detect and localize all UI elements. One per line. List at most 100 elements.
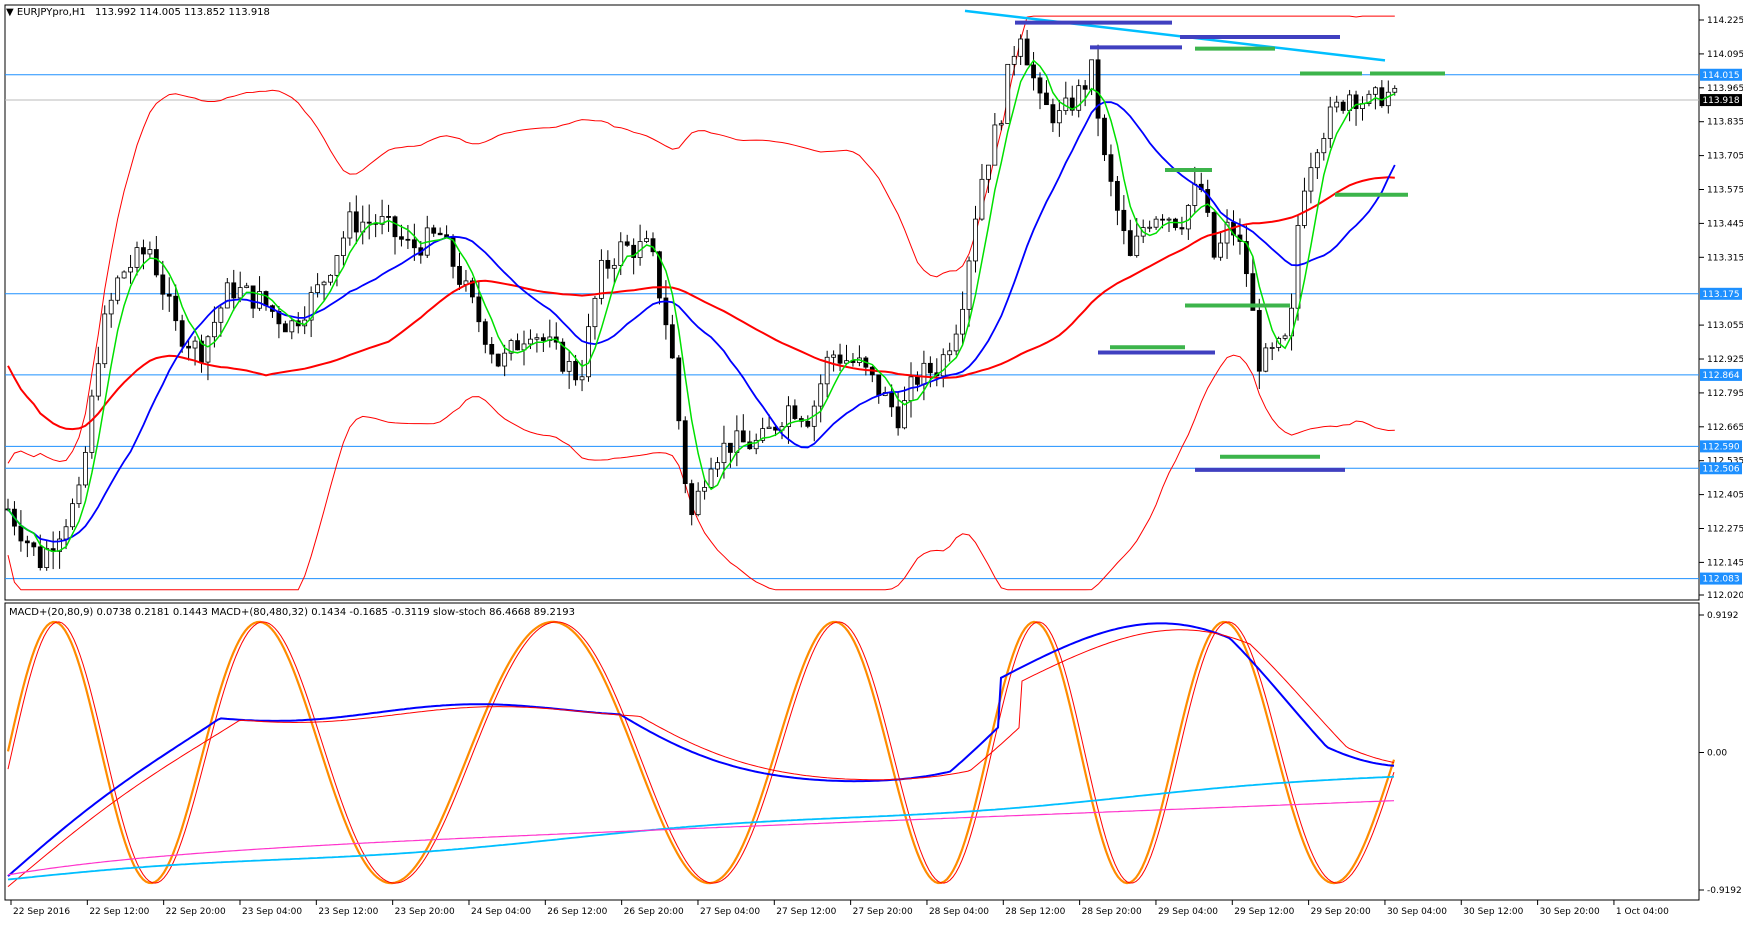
- candle-body: [224, 282, 230, 309]
- candle-body: [147, 249, 153, 255]
- candle-body: [1282, 335, 1288, 339]
- candle-body: [895, 406, 901, 429]
- candle-body: [1095, 59, 1101, 119]
- candle-body: [921, 362, 927, 385]
- candle-body: [121, 271, 127, 279]
- candle-body: [1160, 218, 1165, 221]
- candle-body: [211, 321, 217, 338]
- support-resistance-marks[interactable]: [964, 9, 1445, 472]
- price-axis-label: 112.925: [1707, 355, 1743, 365]
- candle-body: [1379, 87, 1385, 107]
- candle-body: [70, 503, 75, 528]
- candle-body: [824, 356, 830, 385]
- price-axis-label: 113.445: [1707, 219, 1743, 229]
- candle-body: [1250, 273, 1256, 311]
- time-axis-label: 22 Sep 12:00: [89, 907, 149, 917]
- candle-body: [579, 376, 585, 381]
- candle-body: [1127, 230, 1133, 256]
- candle-body: [1302, 190, 1307, 226]
- candle-body: [431, 227, 437, 234]
- candle-body: [502, 352, 508, 367]
- ohlc-values: 113.992 114.005 113.852 113.918: [94, 7, 270, 18]
- indicator-axis-label: 0.00: [1707, 749, 1727, 759]
- candle-body: [44, 548, 50, 569]
- candle-body: [411, 239, 417, 249]
- candle-body: [1192, 183, 1198, 206]
- candle-body: [392, 216, 398, 238]
- candle-body: [457, 265, 462, 285]
- time-axis-label: 30 Sep 20:00: [1540, 907, 1600, 917]
- ma-mid-line: [7, 101, 1396, 543]
- price-axis-label: 112.795: [1707, 389, 1743, 399]
- candle-body: [1011, 55, 1017, 65]
- candle-body: [915, 376, 920, 385]
- moving-averages: [7, 59, 1396, 553]
- candle-body: [508, 340, 514, 354]
- candle-body: [676, 357, 682, 422]
- chart-menu-marker[interactable]: ▼: [6, 7, 14, 18]
- price-tag-bg: [1700, 287, 1742, 300]
- candle-body: [1347, 94, 1352, 111]
- candle-body: [257, 291, 262, 309]
- candle-body: [1147, 226, 1153, 229]
- candle-body: [605, 259, 611, 269]
- price-axis-label: 113.965: [1707, 84, 1743, 94]
- candle-body: [644, 238, 649, 242]
- price-tag-bg: [1700, 462, 1742, 475]
- candle-body: [1308, 167, 1314, 192]
- candle-body: [340, 237, 346, 256]
- candle-body: [515, 340, 520, 351]
- candle-body: [721, 442, 727, 464]
- candle-body: [902, 400, 907, 429]
- candle-body: [1056, 110, 1062, 124]
- candle-body: [134, 247, 140, 268]
- candle-body: [63, 526, 69, 540]
- time-axis-label: 28 Sep 12:00: [1005, 907, 1065, 917]
- candle-body: [1373, 87, 1378, 95]
- price-axis-label: 114.225: [1707, 16, 1743, 26]
- candle-body: [1263, 347, 1269, 372]
- candle-body: [689, 483, 695, 516]
- candle-body: [141, 247, 146, 255]
- candle-body: [747, 441, 753, 450]
- candle-body: [734, 430, 740, 453]
- candle-body: [573, 361, 578, 381]
- candle-body: [1244, 241, 1249, 275]
- candle-body: [495, 353, 501, 367]
- time-axis-label: 27 Sep 12:00: [776, 907, 836, 917]
- price-axis-label: 112.405: [1707, 491, 1743, 501]
- chart-header: ▼ EURJPYpro,H1 113.992 114.005 113.852 1…: [6, 7, 270, 19]
- candle-body: [818, 383, 824, 407]
- time-axis-label: 28 Sep 04:00: [929, 907, 989, 917]
- time-axis: 22 Sep 2016 22 Sep 12:00 22 Sep 20:00 23 Se…: [10, 900, 1669, 917]
- price-axis-label: 114.095: [1707, 50, 1743, 60]
- bollinger-upper: [7, 15, 1395, 464]
- indicator-axis: 0.9192 0.00 -0.9192: [1699, 611, 1742, 896]
- horizontal-levels[interactable]: [5, 74, 1699, 580]
- ma-fast-line: [7, 59, 1396, 553]
- candle-body: [1102, 117, 1107, 156]
- candle-body: [1037, 77, 1043, 94]
- candle-body: [353, 211, 359, 233]
- bollinger-lower: [7, 354, 1395, 591]
- time-axis-label: 30 Sep 04:00: [1387, 907, 1447, 917]
- price-pane[interactable]: [4, 4, 1700, 601]
- candle-body: [263, 291, 269, 307]
- bollinger-bands: [7, 15, 1395, 591]
- indicator-pane[interactable]: [4, 602, 1700, 901]
- price-axis-label: 113.575: [1707, 186, 1743, 196]
- price-tag-bg: [1700, 68, 1742, 81]
- candle-body: [953, 333, 959, 352]
- candle-body: [1173, 218, 1178, 228]
- candle-body: [289, 320, 295, 333]
- symbol-timeframe: EURJPYpro,H1: [16, 7, 86, 18]
- candle-body: [1295, 225, 1301, 309]
- candle-body: [624, 241, 630, 246]
- price-axis-label: 113.315: [1707, 253, 1743, 263]
- time-axis-label: 26 Sep 12:00: [547, 907, 607, 917]
- candle-body: [186, 345, 192, 349]
- price-tag-bg: [1700, 368, 1742, 381]
- candle-body: [37, 546, 43, 569]
